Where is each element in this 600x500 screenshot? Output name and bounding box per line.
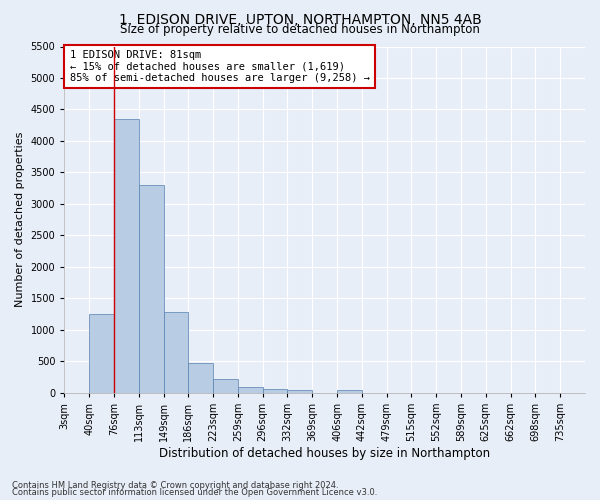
Text: 1, EDISON DRIVE, UPTON, NORTHAMPTON, NN5 4AB: 1, EDISON DRIVE, UPTON, NORTHAMPTON, NN5… bbox=[119, 12, 481, 26]
Bar bbox=[188, 362, 213, 393]
Bar bbox=[139, 185, 164, 393]
Bar bbox=[287, 390, 312, 393]
Bar bbox=[164, 312, 188, 393]
Bar bbox=[89, 314, 114, 393]
Text: Size of property relative to detached houses in Northampton: Size of property relative to detached ho… bbox=[120, 22, 480, 36]
Bar bbox=[263, 389, 287, 393]
Bar bbox=[114, 119, 139, 393]
Text: Contains HM Land Registry data © Crown copyright and database right 2024.: Contains HM Land Registry data © Crown c… bbox=[12, 480, 338, 490]
Bar bbox=[213, 379, 238, 393]
Bar bbox=[337, 390, 362, 393]
Text: 1 EDISON DRIVE: 81sqm
← 15% of detached houses are smaller (1,619)
85% of semi-d: 1 EDISON DRIVE: 81sqm ← 15% of detached … bbox=[70, 50, 370, 83]
Bar bbox=[238, 387, 263, 393]
Text: Contains public sector information licensed under the Open Government Licence v3: Contains public sector information licen… bbox=[12, 488, 377, 497]
X-axis label: Distribution of detached houses by size in Northampton: Distribution of detached houses by size … bbox=[159, 447, 490, 460]
Y-axis label: Number of detached properties: Number of detached properties bbox=[15, 132, 25, 308]
